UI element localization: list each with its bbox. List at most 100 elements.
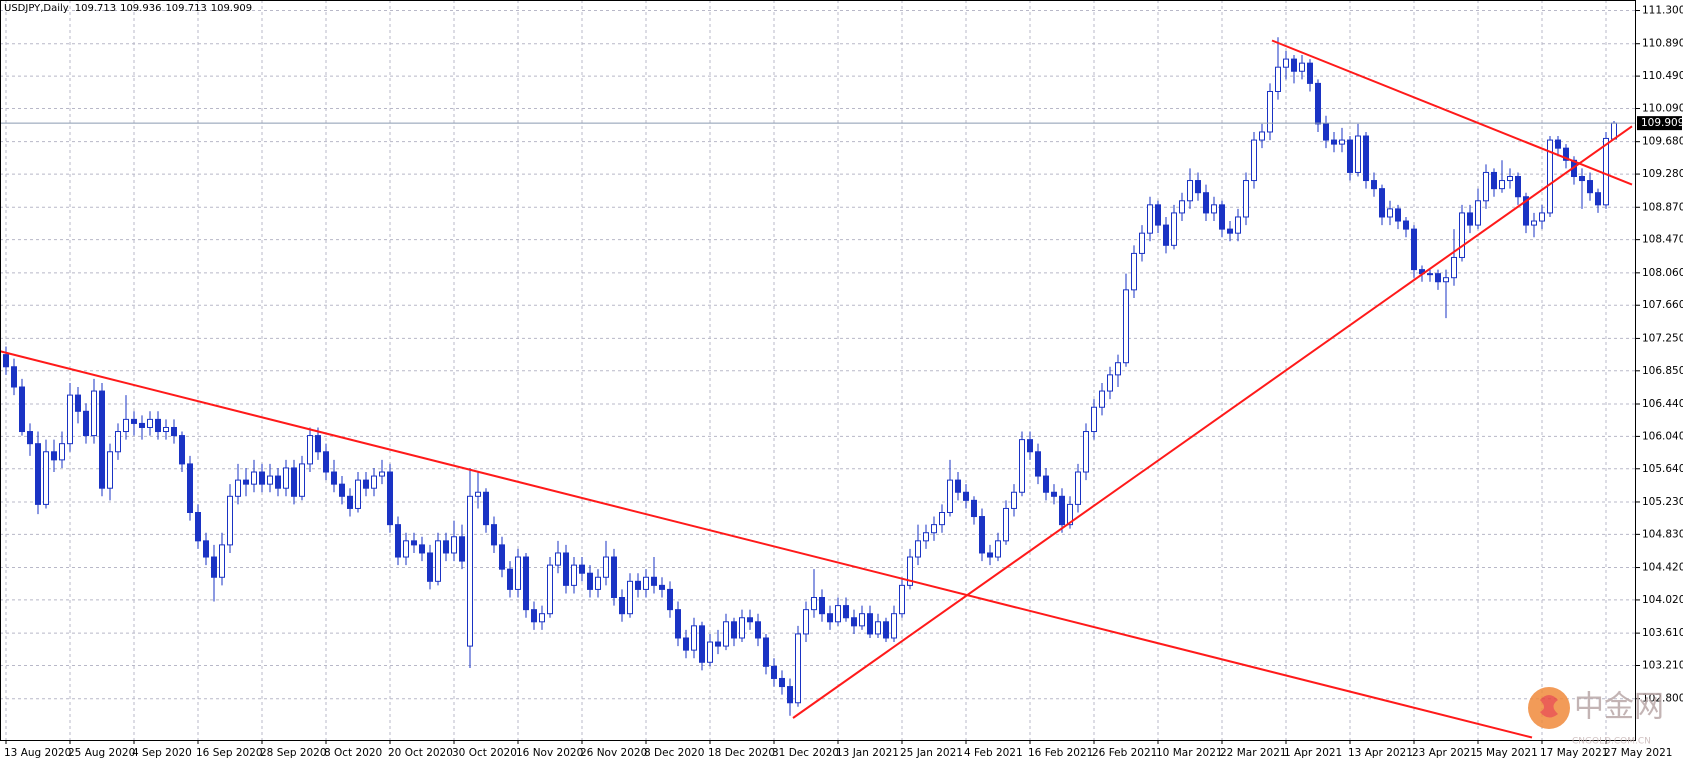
candle-body	[395, 524, 401, 558]
candle-body	[1355, 135, 1361, 173]
candle-body	[1123, 289, 1129, 364]
x-tick-label: 25 Jan 2021	[900, 747, 963, 759]
candle-body	[1091, 406, 1097, 433]
candle-body	[931, 524, 937, 534]
candle-body	[1491, 171, 1497, 190]
y-tick-label: 111.300	[1642, 5, 1683, 17]
x-tick-label: 16 Nov 2020	[516, 747, 583, 759]
candle-body	[1347, 139, 1353, 173]
candle-body	[915, 540, 921, 558]
watermark-subtext: CNGOLD.COM.CN	[1572, 737, 1651, 747]
header-low: 109.713	[165, 3, 206, 14]
candle-body	[1523, 196, 1529, 226]
candle-body	[187, 463, 193, 513]
candle-body	[667, 588, 673, 611]
x-tick-label: 26 Feb 2021	[1092, 747, 1157, 759]
x-tick-label: 28 Sep 2020	[260, 747, 327, 759]
y-tick-label: 103.610	[1642, 627, 1683, 639]
candle-body	[1115, 362, 1121, 376]
candle-body	[1027, 439, 1033, 453]
candle-body	[1323, 123, 1329, 141]
candle-body	[1387, 208, 1393, 218]
candle-body	[723, 621, 729, 647]
logo-swirl	[1540, 695, 1558, 718]
y-tick-label: 106.440	[1642, 398, 1683, 410]
candle-body	[1499, 180, 1505, 190]
candle-body	[475, 491, 481, 497]
x-tick-label: 25 Aug 2020	[68, 747, 135, 759]
candle-body	[1251, 139, 1257, 182]
candle-body	[883, 621, 889, 639]
candle-body	[811, 597, 817, 611]
candle-body	[547, 564, 553, 615]
candle-body	[1603, 137, 1609, 206]
candle-body	[683, 637, 689, 651]
y-tick-label: 108.060	[1642, 267, 1683, 279]
candle-body	[355, 479, 361, 509]
watermark-text: 中金网	[1574, 690, 1664, 725]
candle-body	[291, 467, 297, 497]
candle-body	[1099, 390, 1105, 408]
y-tick-label: 104.420	[1642, 562, 1683, 574]
candle-body	[11, 366, 17, 388]
x-tick-label: 17 May 2021	[1540, 747, 1608, 759]
candle-body	[1211, 204, 1217, 214]
candle-body	[283, 467, 289, 489]
candle-body	[195, 511, 201, 542]
candle-body	[947, 479, 953, 513]
x-tick-label: 13 Aug 2020	[4, 747, 71, 759]
candle-body	[59, 443, 65, 461]
candle-body	[1315, 82, 1321, 125]
candle-body	[347, 495, 353, 509]
candle-body	[1459, 212, 1465, 258]
candle-body	[51, 451, 57, 461]
candles	[0, 37, 1636, 716]
candle-body	[371, 475, 377, 489]
candle-body	[1395, 208, 1401, 222]
candle-body	[91, 390, 97, 437]
candle-body	[1483, 171, 1489, 202]
y-tick-label: 110.090	[1642, 102, 1683, 114]
candle-body	[107, 451, 113, 489]
candle-body	[907, 556, 913, 586]
candle-body	[539, 613, 545, 623]
candle-body	[243, 479, 249, 485]
candle-body	[1171, 212, 1177, 246]
candle-body	[1267, 90, 1273, 133]
y-tick-label: 102.800	[1642, 693, 1683, 705]
candle-body	[587, 572, 593, 590]
candle-body	[555, 552, 561, 566]
x-tick-label: 1 Apr 2021	[1284, 747, 1342, 759]
y-tick-label: 103.210	[1642, 660, 1683, 672]
candle-body	[259, 471, 265, 485]
x-tick-label: 31 Dec 2020	[772, 747, 839, 759]
x-tick-label: 13 Apr 2021	[1348, 747, 1413, 759]
candle-body	[131, 418, 137, 424]
y-tick-label: 110.490	[1642, 70, 1683, 82]
x-tick-label: 27 May 2021	[1604, 747, 1672, 759]
trendlines	[0, 39, 1633, 739]
x-tick-label: 23 Apr 2021	[1412, 747, 1477, 759]
candle-body	[611, 556, 617, 599]
candle-body	[339, 483, 345, 497]
x-tick-label: 8 Oct 2020	[324, 747, 382, 759]
candle-body	[1363, 135, 1369, 182]
candle-body	[363, 479, 369, 489]
trendline	[0, 350, 1533, 739]
candle-body	[1531, 220, 1537, 226]
x-tick-label: 16 Sep 2020	[196, 747, 263, 759]
header-high: 109.936	[120, 3, 161, 14]
candle-body	[1507, 175, 1513, 182]
candle-body	[179, 435, 185, 465]
candle-body	[1083, 431, 1089, 473]
candle-body	[1195, 180, 1201, 194]
candle-body	[1515, 175, 1521, 198]
candle-body	[1179, 200, 1185, 214]
candle-body	[235, 479, 241, 497]
x-tick-label: 8 Dec 2020	[644, 747, 704, 759]
x-tick-label: 30 Oct 2020	[452, 747, 517, 759]
candle-body	[971, 499, 977, 518]
